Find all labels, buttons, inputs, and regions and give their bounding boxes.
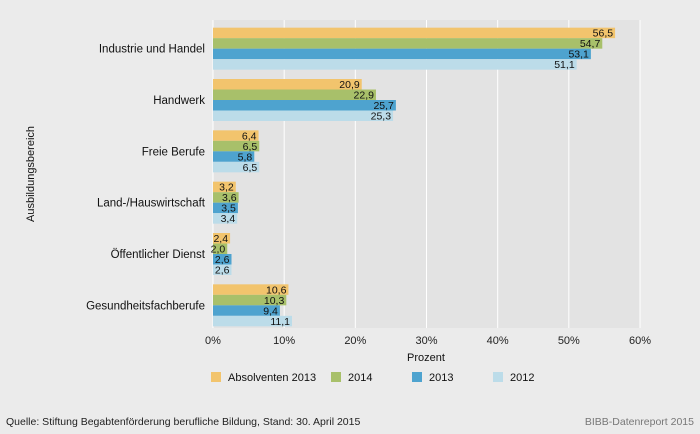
bar	[213, 264, 232, 275]
bar	[213, 89, 376, 100]
bar	[213, 254, 232, 265]
category-label: Öffentlicher Dienst	[111, 249, 206, 261]
bar	[213, 294, 287, 306]
bar	[213, 79, 362, 90]
report-credit: BIBB-Datenreport 2015	[585, 416, 694, 428]
bar	[213, 110, 394, 121]
data-label: 53,1	[568, 49, 589, 61]
x-tick-label: 60%	[629, 335, 651, 347]
bar	[213, 202, 238, 214]
legend-label: 2012	[510, 372, 534, 384]
y-axis-title: Ausbildungsbereich	[25, 126, 37, 222]
bar	[213, 213, 238, 224]
legend-swatch	[331, 372, 341, 382]
data-label: 3,6	[222, 192, 237, 204]
data-label: 2,4	[213, 233, 228, 245]
bar	[213, 233, 231, 244]
legend-label: Absolventen 2013	[228, 372, 316, 384]
bar	[213, 100, 396, 111]
bar	[213, 59, 577, 70]
bar	[213, 181, 236, 193]
data-label: 9,4	[263, 305, 278, 317]
data-label: 6,5	[243, 141, 258, 153]
x-tick-label: 20%	[344, 335, 366, 347]
legend-swatch	[493, 372, 503, 382]
data-label: 5,8	[238, 151, 253, 163]
data-label: 2,6	[215, 254, 230, 266]
x-tick-label: 0%	[205, 335, 221, 347]
data-label: 20,9	[339, 79, 360, 91]
x-tick-label: 40%	[487, 335, 509, 347]
bar	[213, 192, 239, 203]
bar	[213, 38, 603, 49]
data-label: 11,1	[270, 316, 290, 328]
data-label: 6,4	[242, 130, 257, 142]
bar	[213, 27, 616, 39]
data-label: 3,4	[221, 213, 236, 225]
data-label: 2,0	[211, 244, 226, 256]
data-label: 6,5	[243, 162, 258, 174]
category-label: Industrie und Handel	[99, 44, 205, 56]
data-label: 2,6	[215, 265, 230, 277]
data-label: 10,6	[266, 284, 287, 296]
bar	[213, 305, 280, 316]
bar	[213, 284, 289, 295]
source-note: Quelle: Stiftung Begabtenförderung beruf…	[6, 416, 360, 428]
data-label: 10,3	[264, 295, 285, 307]
x-tick-label: 30%	[415, 335, 437, 347]
bar	[213, 315, 292, 327]
category-label: Land-/Hauswirtschaft	[97, 198, 206, 210]
legend-swatch	[211, 372, 221, 382]
bar	[213, 48, 591, 60]
x-tick-label: 10%	[273, 335, 295, 347]
legend: Absolventen 2013 2014 2013 2012	[211, 372, 534, 384]
data-label: 22,9	[354, 90, 375, 102]
data-label: 51,1	[554, 59, 575, 71]
bar	[213, 161, 260, 173]
legend-swatch	[412, 372, 422, 382]
data-label: 54,7	[580, 38, 601, 50]
bar	[213, 151, 255, 162]
data-label: 25,3	[371, 111, 392, 123]
bar	[213, 243, 228, 254]
x-tick-label: 50%	[558, 335, 580, 347]
data-label: 25,7	[373, 100, 394, 112]
category-label: Freie Berufe	[142, 146, 205, 158]
bar	[213, 140, 260, 152]
legend-label: 2013	[429, 372, 453, 384]
data-label: 3,5	[221, 203, 236, 215]
data-label: 56,5	[593, 28, 614, 40]
x-axis-title: Prozent	[407, 352, 445, 364]
legend-label: 2014	[348, 372, 372, 384]
category-label: Handwerk	[153, 95, 205, 107]
bar	[213, 130, 259, 141]
category-label: Gesundheitsfachberufe	[86, 300, 205, 312]
data-label: 3,2	[219, 182, 234, 194]
